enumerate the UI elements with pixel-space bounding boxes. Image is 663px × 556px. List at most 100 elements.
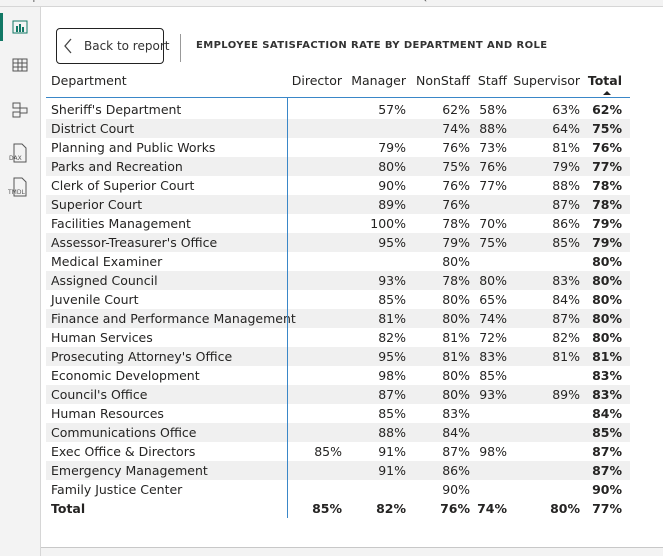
value-cell: 77% — [479, 178, 507, 193]
tmdl-view-icon[interactable] — [11, 177, 29, 197]
value-cell: 87% — [552, 197, 580, 212]
value-cell: 87% — [592, 444, 622, 459]
value-cell: 82% — [552, 330, 580, 345]
value-cell: 65% — [479, 292, 507, 307]
back-button-label[interactable]: Back to report — [84, 39, 170, 53]
value-cell: 62% — [592, 102, 622, 117]
row-header: Council's Office — [51, 387, 148, 402]
value-cell: 85% — [592, 425, 622, 440]
sidebar-label: TMDL — [8, 189, 25, 196]
value-cell: 85% — [552, 235, 580, 250]
value-cell: 88% — [479, 121, 507, 136]
value-cell: 62% — [442, 102, 470, 117]
report-view-icon[interactable] — [12, 19, 28, 35]
row-header: District Court — [51, 121, 135, 136]
total-cell: 77% — [592, 501, 622, 516]
value-cell: 75% — [479, 235, 507, 250]
value-cell: 79% — [552, 159, 580, 174]
value-cell: 76% — [479, 159, 507, 174]
value-cell: 80% — [442, 292, 470, 307]
row-band — [46, 233, 630, 252]
model-view-icon[interactable] — [12, 102, 28, 118]
value-cell: 75% — [592, 121, 622, 136]
value-cell: 77% — [592, 159, 622, 174]
value-cell: 83% — [552, 273, 580, 288]
value-cell: 88% — [378, 425, 406, 440]
row-band — [46, 423, 630, 442]
value-cell: 81% — [552, 349, 580, 364]
row-band — [46, 461, 630, 480]
value-cell: 83% — [592, 387, 622, 402]
total-cell: 76% — [440, 501, 470, 516]
value-cell: 85% — [479, 368, 507, 383]
visual-title: EMPLOYEE SATISFACTION RATE BY DEPARTMENT… — [196, 40, 548, 51]
value-cell: 76% — [442, 178, 470, 193]
column-header: Supervisor — [513, 73, 580, 88]
value-cell: 95% — [378, 349, 406, 364]
value-cell: 85% — [314, 444, 342, 459]
back-chevron — [64, 38, 72, 54]
row-header: Emergency Management — [51, 463, 208, 478]
value-cell: 90% — [442, 482, 470, 497]
row-header: Medical Examiner — [51, 254, 163, 269]
column-header: NonStaff — [415, 73, 470, 88]
sidebar-label: DAX — [9, 155, 22, 162]
ribbon-group: Queries — [420, 0, 459, 3]
value-cell: 81% — [592, 349, 622, 364]
value-cell: 93% — [479, 387, 507, 402]
ribbon-group: Clipboard — [20, 0, 68, 3]
value-cell: 81% — [552, 140, 580, 155]
table-view-icon[interactable] — [12, 57, 28, 73]
row-header: Assessor-Treasurer's Office — [51, 235, 218, 250]
row-header: Juvenile Court — [51, 292, 139, 307]
row-header: Planning and Public Works — [51, 140, 216, 155]
value-cell: 80% — [479, 273, 507, 288]
value-cell: 79% — [378, 140, 406, 155]
value-cell: 88% — [552, 178, 580, 193]
ribbon: Clipboard Data Queries — [0, 0, 663, 7]
column-header: Total — [587, 73, 622, 88]
value-cell: 87% — [592, 463, 622, 478]
sort-indicator — [603, 91, 611, 95]
value-cell: 82% — [378, 330, 406, 345]
total-cell: 74% — [477, 501, 507, 516]
value-cell: 100% — [370, 216, 406, 231]
value-cell: 80% — [442, 254, 470, 269]
value-cell: 80% — [442, 311, 470, 326]
dax-view-icon[interactable] — [11, 143, 29, 163]
value-cell: 86% — [442, 463, 470, 478]
row-header: Parks and Recreation — [51, 159, 183, 174]
value-cell: 80% — [592, 292, 622, 307]
value-cell: 80% — [592, 254, 622, 269]
total-cell: 82% — [376, 501, 406, 516]
value-cell: 89% — [378, 197, 406, 212]
value-cell: 98% — [479, 444, 507, 459]
value-cell: 83% — [479, 349, 507, 364]
value-cell: 81% — [442, 349, 470, 364]
value-cell: 76% — [592, 140, 622, 155]
value-cell: 83% — [442, 406, 470, 421]
value-cell: 57% — [378, 102, 406, 117]
column-header: Director — [291, 73, 342, 88]
row-header: Facilities Management — [51, 216, 191, 231]
value-cell: 78% — [442, 273, 470, 288]
value-cell: 85% — [378, 406, 406, 421]
value-cell: 79% — [442, 235, 470, 250]
value-cell: 74% — [479, 311, 507, 326]
value-cell: 85% — [378, 292, 406, 307]
column-header: Manager — [351, 73, 406, 88]
value-cell: 80% — [592, 273, 622, 288]
value-cell: 80% — [592, 330, 622, 345]
back-button[interactable]: Back to report — [56, 28, 169, 64]
header-underline — [46, 97, 630, 98]
value-cell: 84% — [592, 406, 622, 421]
active-indicator — [0, 13, 3, 41]
row-header: Prosecuting Attorney's Office — [51, 349, 233, 364]
row-header: Exec Office & Directors — [51, 444, 196, 459]
value-cell: 80% — [442, 368, 470, 383]
row-header: Clerk of Superior Court — [51, 178, 195, 193]
value-cell: 91% — [378, 444, 406, 459]
row-band — [46, 195, 630, 214]
value-cell: 79% — [592, 235, 622, 250]
row-band — [46, 271, 630, 290]
